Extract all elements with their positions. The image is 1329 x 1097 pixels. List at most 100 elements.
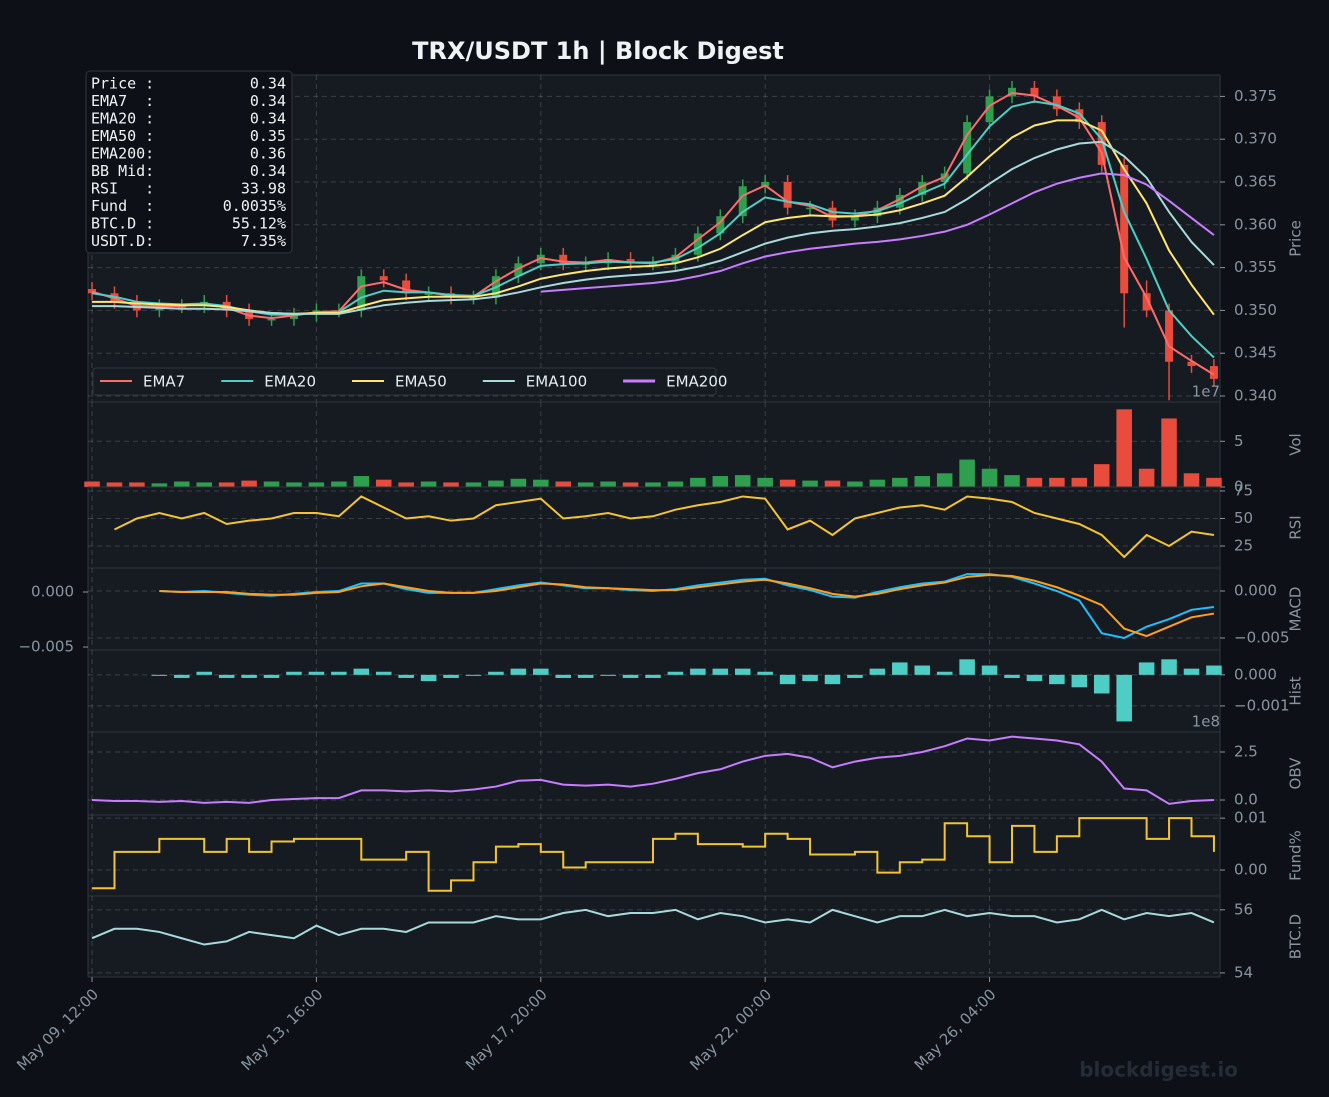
- bar: [690, 668, 706, 675]
- bar: [151, 483, 168, 487]
- candle-body: [985, 96, 994, 123]
- y-tick-label: 0.01: [1234, 809, 1267, 827]
- bar: [577, 482, 594, 487]
- bar: [757, 477, 773, 487]
- candle-body: [738, 186, 747, 217]
- bar: [398, 674, 414, 678]
- candle-body: [1075, 109, 1084, 123]
- panel-background: [87, 814, 1221, 897]
- info-label: EMA7 :: [91, 92, 154, 110]
- bar: [959, 659, 975, 675]
- bar: [981, 665, 998, 675]
- y-tick-label: 0.370: [1234, 130, 1277, 148]
- bar: [667, 481, 684, 487]
- bar: [1093, 674, 1110, 694]
- candle-body: [1165, 310, 1174, 362]
- bar: [1138, 662, 1155, 675]
- bar: [1138, 468, 1155, 487]
- bar: [84, 481, 100, 487]
- candle-body: [895, 194, 904, 208]
- panel-background: [87, 486, 1221, 569]
- info-label: EMA20 :: [91, 110, 154, 128]
- bar: [465, 482, 482, 487]
- series-line: [92, 817, 1215, 892]
- info-value: 0.0035%: [223, 197, 286, 215]
- bar: [824, 674, 841, 685]
- candle-body: [1187, 361, 1196, 367]
- y-tick-label: 0.360: [1234, 215, 1277, 233]
- candle-body: [963, 122, 972, 174]
- bar: [375, 479, 392, 487]
- panel-background: [87, 649, 1221, 733]
- bar: [443, 482, 459, 487]
- candle-body: [88, 289, 97, 294]
- y-axis-label: Vol: [1287, 433, 1305, 455]
- y-tick-label: 0.340: [1234, 387, 1277, 405]
- info-value: 0.34: [250, 92, 286, 110]
- bar: [936, 473, 953, 487]
- candle-body: [357, 276, 366, 311]
- legend-label: EMA20: [264, 373, 316, 391]
- info-label: BB Mid:: [91, 162, 154, 180]
- bar: [241, 480, 257, 487]
- bar: [847, 674, 863, 678]
- bar: [1183, 668, 1200, 675]
- y-tick-label: 0.365: [1234, 173, 1277, 191]
- bar: [1116, 674, 1132, 722]
- y-tick-label: 0.00: [1234, 861, 1267, 879]
- y-tick-label: 25: [1234, 536, 1253, 554]
- bar: [286, 671, 302, 675]
- bar: [712, 476, 729, 487]
- bar: [734, 668, 751, 675]
- info-value: 0.34: [250, 162, 286, 180]
- bar: [1049, 674, 1065, 685]
- info-label: RSI :: [91, 180, 154, 198]
- bar: [129, 482, 145, 487]
- bar: [286, 482, 302, 487]
- info-value: 0.34: [250, 110, 286, 128]
- bar: [1161, 659, 1177, 675]
- chart-title: TRX/USDT 1h | Block Digest: [412, 37, 784, 65]
- panel-background: [87, 401, 1221, 488]
- bar: [824, 480, 841, 487]
- y-axis-label: Fund%: [1287, 830, 1305, 881]
- candle-body: [626, 259, 635, 264]
- bar: [420, 674, 437, 682]
- bar: [1049, 477, 1065, 487]
- info-value: 33.98: [241, 180, 286, 198]
- legend-label: EMA7: [143, 373, 185, 391]
- legend: [92, 367, 717, 396]
- candle-body: [850, 216, 859, 221]
- bar: [331, 671, 347, 675]
- bar: [1004, 475, 1020, 487]
- info-label: USDT.D:: [91, 232, 154, 250]
- bar: [1206, 477, 1222, 487]
- bar: [936, 671, 953, 675]
- candle-body: [1120, 164, 1129, 294]
- y-axis-label: OBV: [1287, 757, 1305, 790]
- bar: [622, 482, 639, 487]
- bar: [241, 674, 257, 678]
- bar: [555, 674, 572, 678]
- candle-body: [761, 182, 770, 187]
- bar: [802, 480, 818, 487]
- bar: [375, 671, 392, 675]
- bar: [443, 674, 459, 678]
- bar: [1116, 409, 1132, 487]
- candle-body: [716, 216, 725, 234]
- bar: [308, 482, 325, 487]
- bar: [847, 481, 863, 487]
- y2-tick-label: 0.000: [31, 582, 74, 600]
- bar: [353, 668, 370, 675]
- bar: [600, 481, 616, 487]
- y-tick-label: 0.000: [1234, 665, 1277, 683]
- y-axis-label: RSI: [1287, 515, 1305, 539]
- bar: [1161, 418, 1177, 487]
- y-tick-label: 75: [1234, 481, 1253, 499]
- series-line: [91, 908, 1215, 946]
- y-axis-label: BTC.D: [1287, 914, 1305, 959]
- bar: [959, 459, 975, 487]
- info-label: EMA50 :: [91, 127, 154, 145]
- candle-body: [918, 182, 927, 195]
- bar: [1026, 674, 1043, 682]
